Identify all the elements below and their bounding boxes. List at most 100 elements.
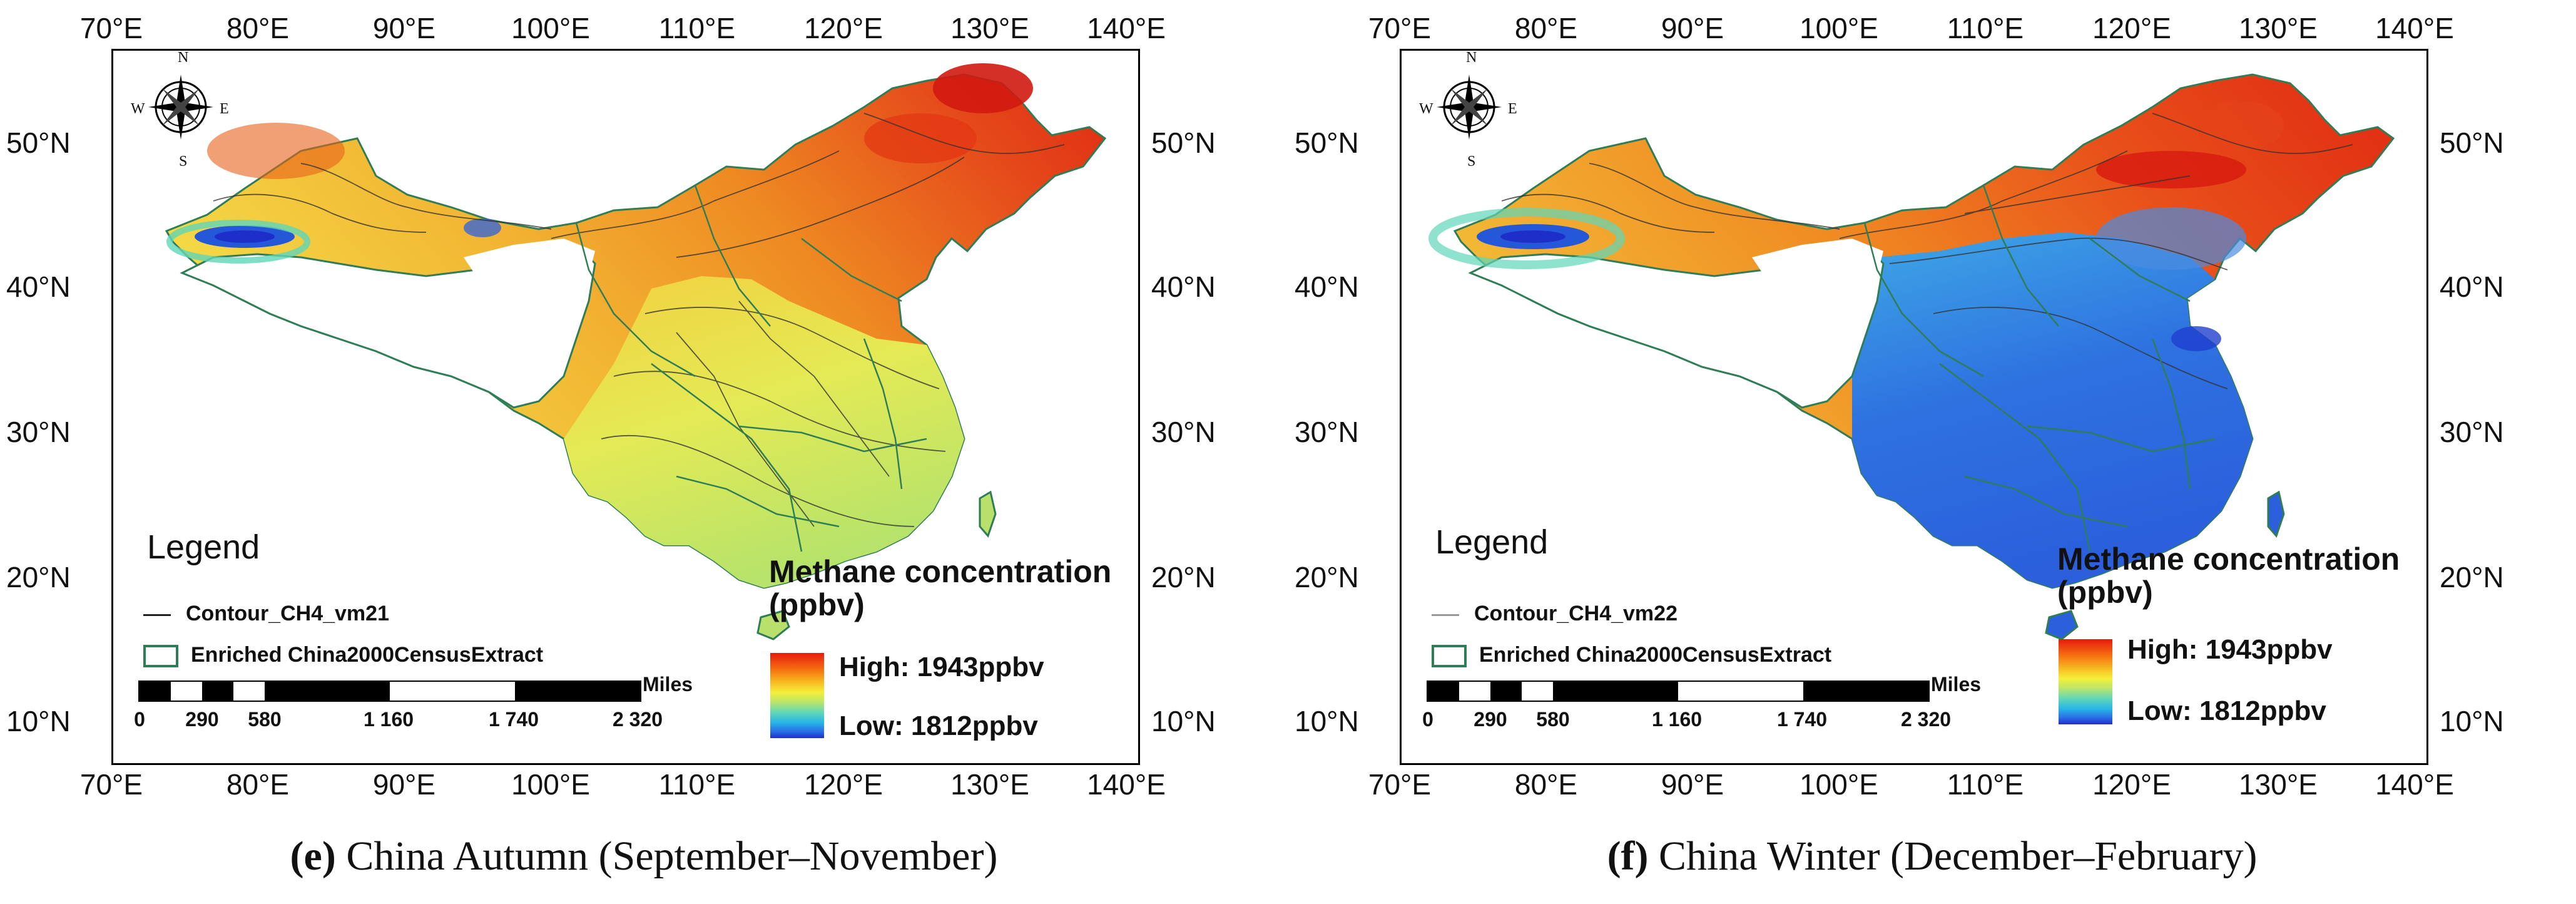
lon-tick-top: 70°E	[79, 12, 143, 44]
lon-tick-top: 140°E	[2375, 12, 2454, 44]
compass-labels: N S E W	[113, 49, 229, 176]
lon-tick-top: 80°E	[1514, 12, 1578, 44]
lon-tick-top: 100°E	[1800, 12, 1878, 44]
compass-e: E	[220, 101, 229, 117]
lat-tick-left: 50°N	[1295, 126, 1359, 159]
compass-n: N	[178, 49, 189, 66]
lat-tick-right: 20°N	[2440, 561, 2504, 593]
compass-w: W	[131, 101, 145, 117]
lat-tick-right: 20°N	[1151, 561, 1216, 593]
lon-tick-bottom: 100°E	[1800, 768, 1878, 801]
legend-title: Legend	[147, 528, 260, 566]
scale-label: 290	[185, 708, 219, 731]
taiwan-island	[979, 490, 997, 538]
china-methane-map-winter	[1428, 73, 2395, 640]
scale-label: 2 320	[1900, 708, 1952, 731]
legend-boundary-label: Enriched China2000CensusExtract	[1479, 643, 1832, 667]
lon-tick-bottom: 140°E	[1087, 768, 1166, 801]
taiwan-island	[2267, 490, 2285, 538]
lon-tick-bottom: 80°E	[1514, 768, 1578, 801]
lat-tick-right: 30°N	[2440, 416, 2504, 448]
lon-tick-top: 120°E	[804, 12, 883, 44]
compass-w: W	[1419, 101, 1433, 117]
legend-contour-label: Contour_CH4_vm21	[186, 602, 389, 625]
china-methane-map-autumn	[148, 63, 1107, 640]
lat-tick-left: 10°N	[1295, 705, 1359, 737]
panel-caption: (f) China Winter (December–February)	[1288, 833, 2576, 880]
lon-tick-top: 110°E	[1947, 12, 2024, 44]
scale-label: 580	[248, 708, 282, 731]
lat-tick-right: 40°N	[2440, 270, 2504, 303]
scale-bar	[138, 681, 641, 702]
caption-letter: (f)	[1607, 833, 1649, 879]
lon-tick-top: 90°E	[1661, 12, 1724, 44]
compass-n: N	[1466, 49, 1477, 66]
scale-bar	[1427, 681, 1930, 702]
lon-tick-top: 70°E	[1368, 12, 1432, 44]
map-frame: N S E W Legend Contour_CH4_vm21 Enriched…	[111, 49, 1140, 765]
legend-boundary-row: Enriched China2000CensusExtract	[143, 643, 544, 668]
compass-rose-icon	[148, 74, 213, 140]
map-panel-autumn: 70°E 80°E 90°E 100°E 110°E 120°E 130°E 1…	[6, 12, 1216, 879]
lon-tick-top: 130°E	[2239, 12, 2318, 44]
lon-tick-bottom: 120°E	[804, 768, 883, 801]
lon-tick-top: 110°E	[658, 12, 736, 44]
compass-s: S	[1467, 153, 1476, 170]
lat-tick-right: 10°N	[1151, 705, 1216, 737]
northeast-high-area	[2096, 151, 2246, 188]
caption-letter: (e)	[290, 833, 336, 879]
lon-tick-top: 120°E	[2092, 12, 2171, 44]
province-boundaries	[1863, 185, 2216, 552]
lon-tick-top: 90°E	[372, 12, 436, 44]
lon-tick-top: 130°E	[950, 12, 1029, 44]
caption-text: China Autumn (September–November)	[335, 833, 998, 879]
contour-line-swatch	[143, 614, 171, 616]
lat-tick-left: 50°N	[6, 126, 71, 159]
lon-tick-top: 100°E	[511, 12, 590, 44]
tibet-nodata	[1468, 244, 1885, 409]
compass-rose-icon	[1437, 74, 1502, 140]
lat-tick-left: 20°N	[6, 561, 71, 593]
lon-tick-bottom: 80°E	[226, 768, 290, 801]
map-panel-winter: 70°E 80°E 90°E 100°E 110°E 120°E 130°E 1…	[1288, 0, 2576, 904]
legend-contour-row: Contour_CH4_vm21	[143, 602, 389, 626]
scale-unit: Miles	[643, 673, 693, 696]
scale-label: 0	[134, 708, 145, 731]
lon-tick-bottom: 90°E	[1661, 768, 1724, 801]
lon-tick-bottom: 130°E	[950, 768, 1029, 801]
legend-contour-row: Contour_CH4_vm22	[1432, 602, 1677, 626]
lat-tick-left: 40°N	[1295, 270, 1359, 303]
colorbar-high-label: High: 1943ppbv	[839, 652, 1044, 682]
contour-line-swatch	[1432, 614, 1459, 616]
colorbar	[770, 653, 824, 738]
lon-tick-bottom: 90°E	[372, 768, 436, 801]
scale-label: 580	[1536, 708, 1570, 731]
colorbar	[2059, 639, 2112, 724]
scale-unit: Miles	[1931, 673, 1982, 696]
lat-tick-right: 30°N	[1151, 416, 1216, 448]
map-frame: N S E W Legend Contour_CH4_vm22 Enriched…	[1400, 49, 2428, 765]
legend-title: Legend	[1435, 523, 1549, 561]
lon-tick-bottom: 120°E	[2092, 768, 2171, 801]
scale-label: 1 160	[363, 708, 414, 731]
lon-tick-bottom: 100°E	[511, 768, 590, 801]
lat-tick-left: 10°N	[6, 705, 71, 737]
colorbar-title-line1: Methane concentration	[769, 554, 1112, 589]
colorbar-title: Methane concentration (ppbv)	[2057, 543, 2400, 609]
province-boundaries	[575, 185, 927, 552]
scale-label: 2 320	[612, 708, 663, 731]
caption-text: China Winter (December–February)	[1648, 833, 2258, 879]
boundary-swatch	[1432, 645, 1467, 668]
lat-tick-right: 40°N	[1151, 270, 1216, 303]
scale-label: 1 160	[1651, 708, 1703, 731]
legend-boundary-label: Enriched China2000CensusExtract	[191, 643, 544, 667]
lat-tick-right: 50°N	[2440, 126, 2504, 159]
lat-tick-left: 30°N	[6, 416, 71, 448]
qinghai-nodata	[1752, 239, 1883, 289]
lat-tick-left: 40°N	[6, 270, 71, 303]
lon-tick-bottom: 70°E	[79, 768, 143, 801]
lon-tick-bottom: 130°E	[2239, 768, 2318, 801]
colorbar-high-label: High: 1943ppbv	[2127, 634, 2333, 665]
hainan-island	[756, 610, 790, 640]
scale-label: 1 740	[488, 708, 539, 731]
